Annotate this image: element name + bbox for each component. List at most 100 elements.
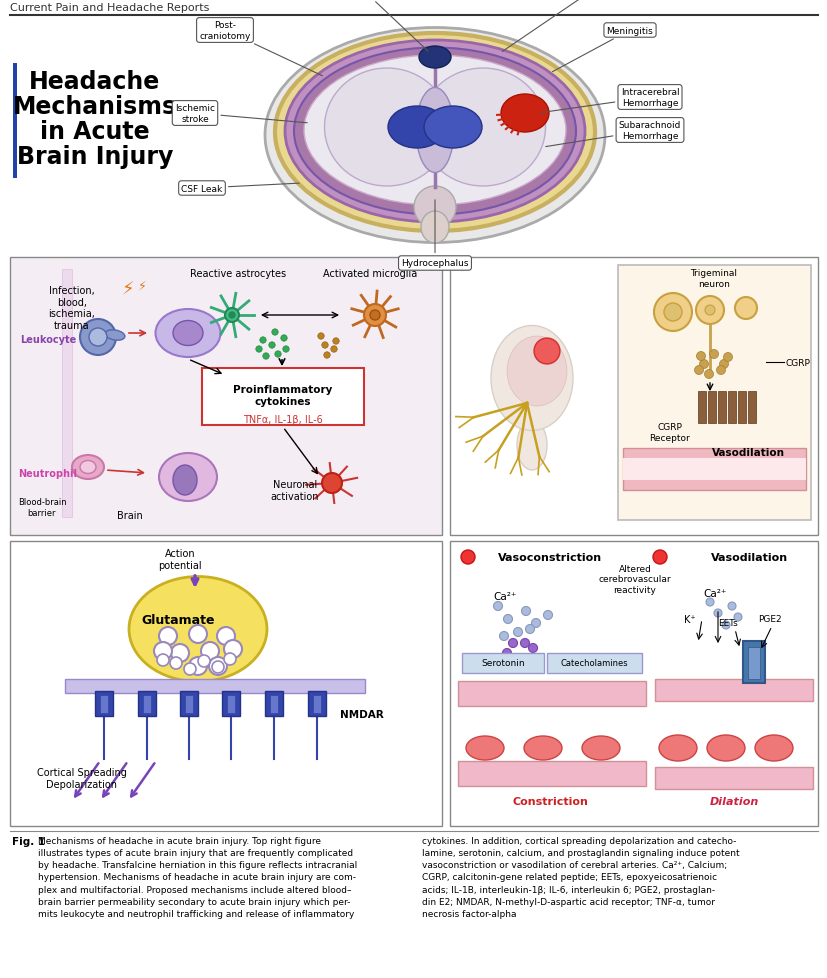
Bar	[184, 695, 193, 713]
Circle shape	[269, 342, 275, 349]
Text: Catecholamines: Catecholamines	[560, 659, 627, 668]
Circle shape	[704, 370, 713, 379]
Text: Post-
craniotomy: Post- craniotomy	[199, 22, 322, 76]
Text: Current Pain and Headache Reports: Current Pain and Headache Reports	[10, 3, 209, 13]
Circle shape	[271, 330, 278, 335]
Circle shape	[513, 628, 522, 637]
Ellipse shape	[173, 321, 203, 346]
Circle shape	[533, 338, 559, 365]
Text: Mechanisms: Mechanisms	[13, 95, 177, 119]
Ellipse shape	[420, 212, 448, 244]
Ellipse shape	[490, 327, 572, 431]
Text: ⚡: ⚡	[122, 281, 134, 298]
Circle shape	[715, 366, 724, 376]
Circle shape	[713, 609, 721, 617]
Circle shape	[225, 309, 239, 323]
Bar	[737, 391, 745, 423]
Text: Ca²⁺: Ca²⁺	[702, 589, 726, 599]
Circle shape	[502, 648, 511, 658]
Circle shape	[461, 551, 475, 564]
Ellipse shape	[420, 68, 545, 187]
Ellipse shape	[414, 187, 456, 229]
Text: Constriction: Constriction	[511, 796, 587, 806]
Circle shape	[727, 602, 735, 610]
Circle shape	[224, 653, 236, 665]
Bar	[622, 449, 805, 491]
Text: CSF Leak: CSF Leak	[181, 184, 299, 194]
Ellipse shape	[324, 68, 449, 187]
Circle shape	[498, 665, 507, 674]
Text: Activated microglia: Activated microglia	[323, 269, 417, 279]
Circle shape	[653, 293, 691, 332]
Circle shape	[212, 661, 224, 673]
Circle shape	[184, 663, 196, 676]
Circle shape	[709, 350, 718, 359]
Circle shape	[543, 611, 552, 620]
Text: Blood-brain
barrier: Blood-brain barrier	[17, 498, 66, 517]
Circle shape	[224, 641, 241, 658]
Ellipse shape	[265, 28, 605, 244]
Circle shape	[198, 655, 210, 667]
Ellipse shape	[581, 736, 619, 760]
Ellipse shape	[658, 735, 696, 761]
Circle shape	[323, 352, 330, 359]
Text: Glutamate: Glutamate	[141, 613, 214, 626]
Circle shape	[157, 654, 169, 666]
Bar	[308, 691, 326, 716]
Bar	[65, 680, 365, 693]
Bar	[461, 653, 543, 673]
Text: Mechanisms of headache in acute brain injury. Top right figure
illustrates types: Mechanisms of headache in acute brain in…	[38, 836, 356, 918]
Ellipse shape	[284, 41, 585, 223]
Bar	[747, 647, 759, 680]
Ellipse shape	[423, 107, 481, 149]
Circle shape	[322, 342, 327, 349]
Bar	[457, 761, 645, 786]
Text: Infection,
blood,
ischemia,
trauma: Infection, blood, ischemia, trauma	[49, 286, 95, 331]
Circle shape	[694, 366, 703, 376]
Bar	[265, 691, 283, 716]
Text: Cortical Spreading
Depolarization: Cortical Spreading Depolarization	[37, 768, 127, 789]
Circle shape	[208, 657, 227, 676]
Circle shape	[528, 644, 537, 653]
Bar	[622, 459, 805, 480]
Ellipse shape	[129, 577, 266, 682]
Bar	[227, 695, 235, 713]
Bar	[697, 391, 705, 423]
Bar	[707, 391, 715, 423]
Text: Dilation: Dilation	[709, 796, 758, 806]
Circle shape	[721, 621, 729, 630]
Circle shape	[663, 304, 681, 322]
Text: Hydrocephalus: Hydrocephalus	[401, 200, 468, 268]
Circle shape	[370, 311, 380, 321]
Text: CGRP
Receptor: CGRP Receptor	[649, 422, 690, 442]
Circle shape	[322, 473, 342, 494]
Bar	[202, 369, 364, 425]
Text: Neuronal
activation: Neuronal activation	[270, 480, 319, 502]
Circle shape	[520, 639, 528, 647]
Bar	[10, 19, 817, 248]
Text: Subarachnoid
Hemorrhage: Subarachnoid Hemorrhage	[545, 121, 681, 148]
Text: Trigeminal
neuron: Trigeminal neuron	[690, 269, 737, 289]
Ellipse shape	[523, 736, 562, 760]
Circle shape	[331, 346, 337, 353]
Bar	[654, 680, 812, 701]
Text: cytokines. In addition, cortical spreading depolarization and catecho-
lamine, s: cytokines. In addition, cortical spreadi…	[422, 836, 739, 918]
Bar	[313, 695, 321, 713]
Circle shape	[229, 313, 235, 319]
Circle shape	[733, 613, 741, 621]
Circle shape	[503, 615, 512, 624]
Text: Vasoconstriction: Vasoconstriction	[497, 553, 601, 562]
Ellipse shape	[294, 49, 576, 215]
Ellipse shape	[159, 454, 217, 502]
Ellipse shape	[388, 107, 446, 149]
Bar	[742, 642, 764, 684]
Circle shape	[262, 353, 269, 360]
Circle shape	[719, 360, 728, 369]
Circle shape	[521, 607, 530, 616]
Circle shape	[189, 625, 207, 644]
Bar	[449, 258, 817, 535]
Circle shape	[80, 320, 116, 356]
Circle shape	[170, 657, 182, 669]
Circle shape	[171, 645, 189, 662]
Ellipse shape	[516, 421, 547, 470]
